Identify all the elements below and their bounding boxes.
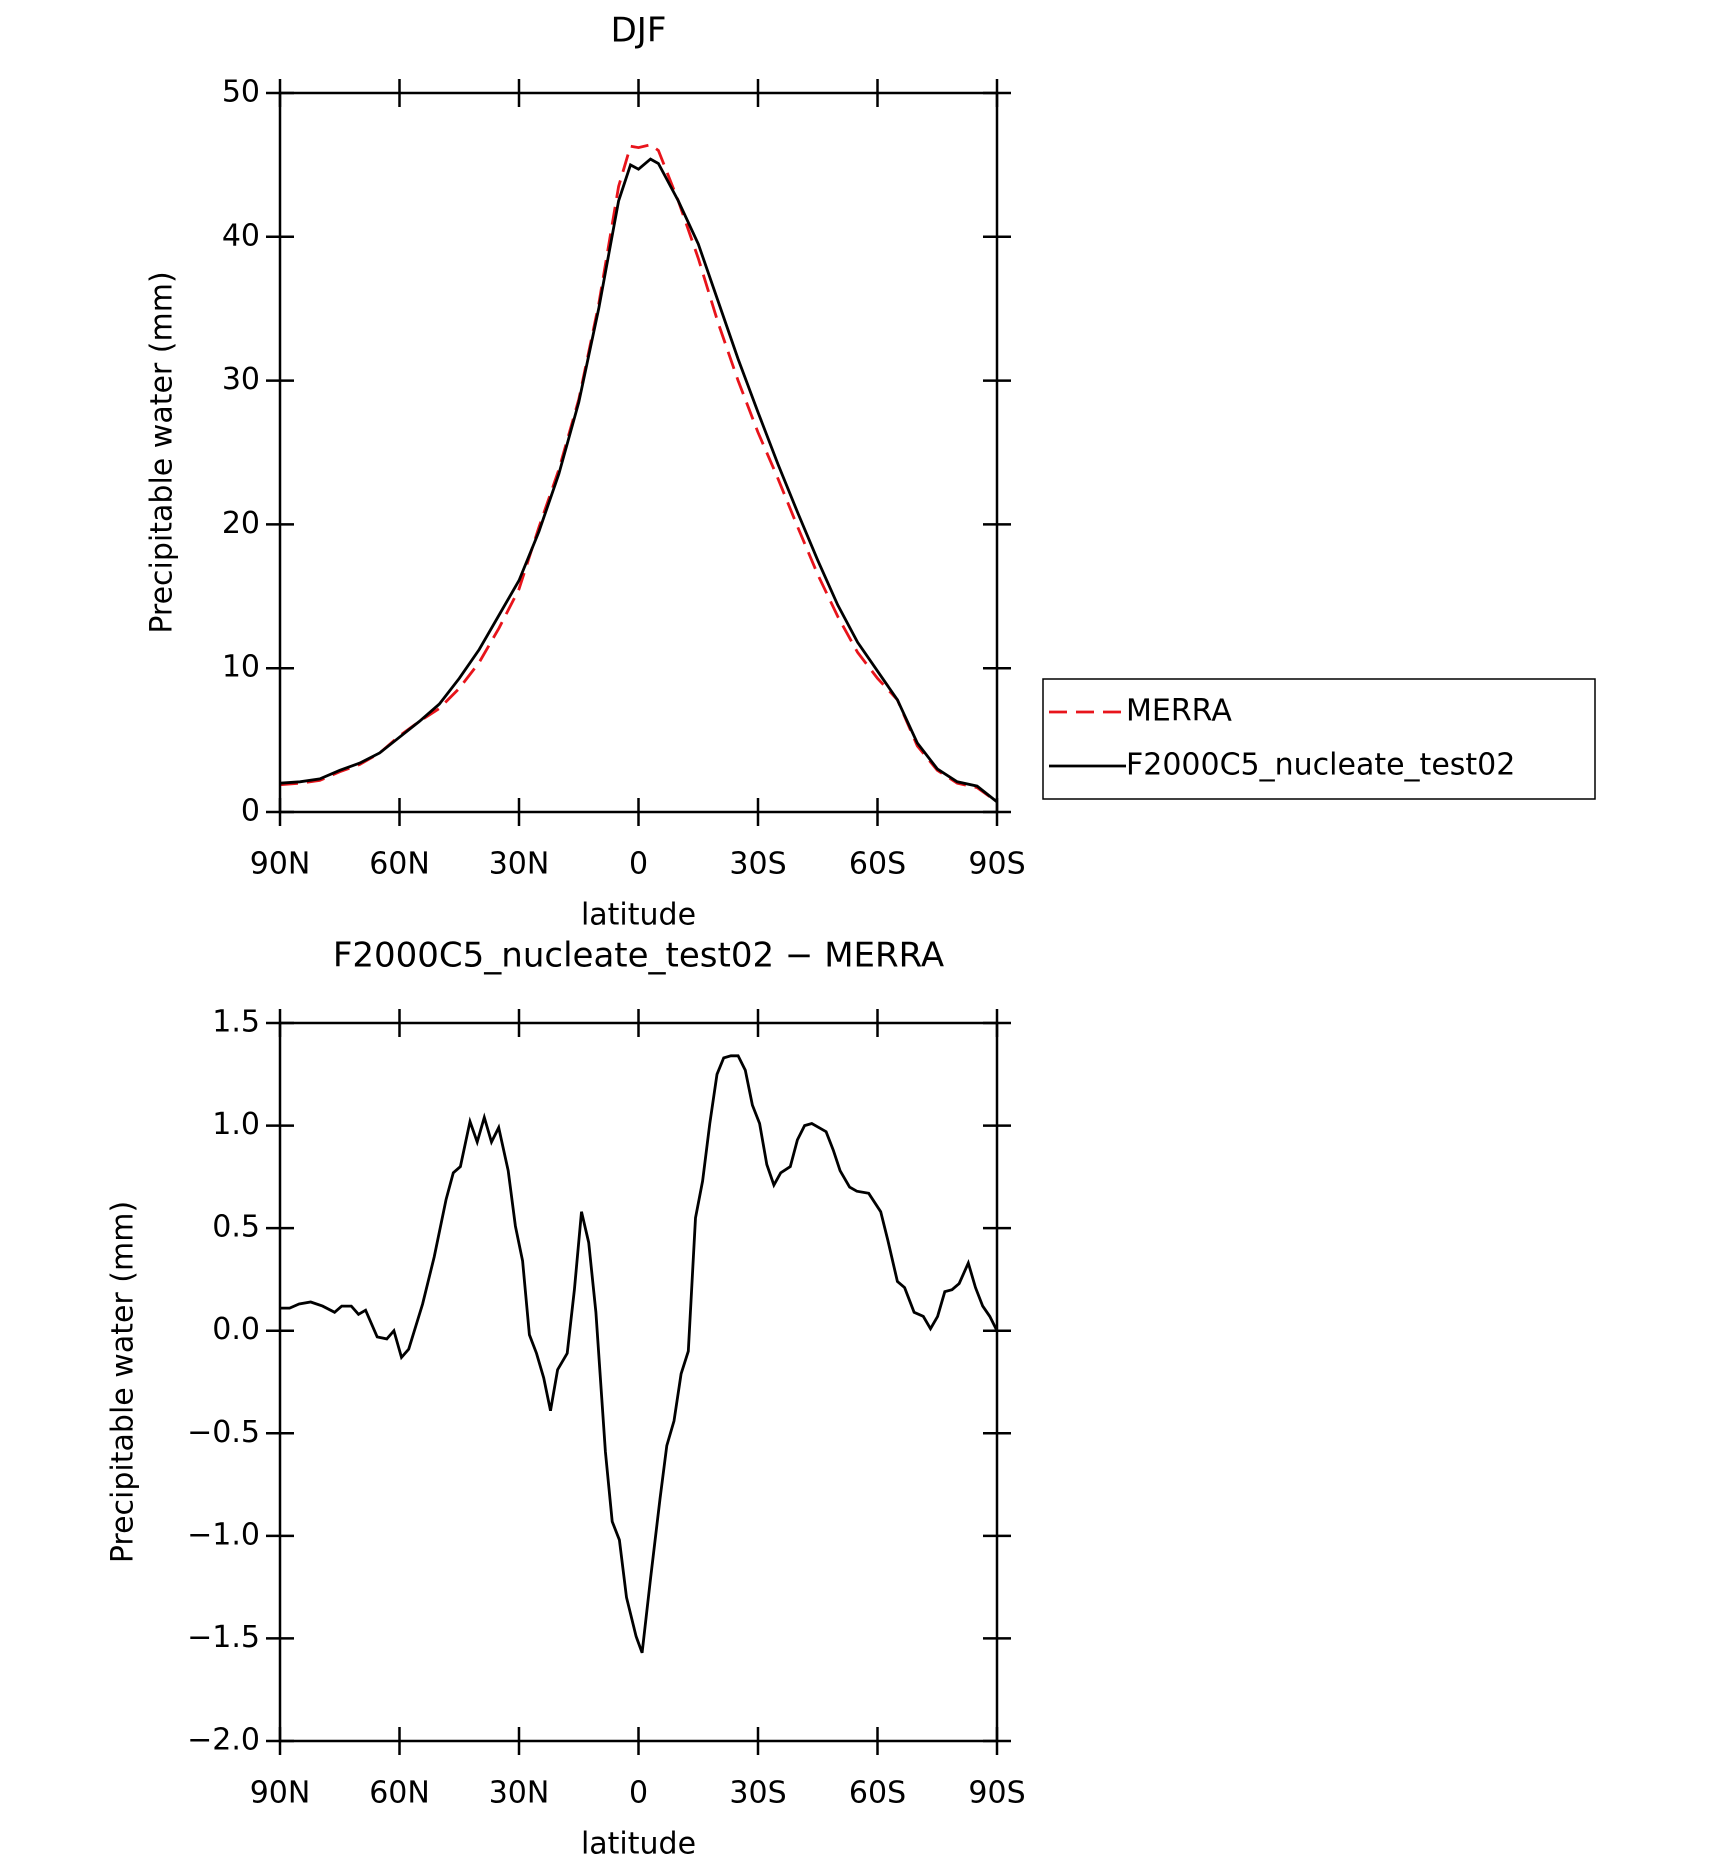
chart-title: DJF	[611, 11, 667, 51]
x-tick-label: 90N	[250, 1776, 311, 1811]
x-tick-label: 90S	[968, 847, 1025, 882]
y-tick-label: 50	[222, 75, 260, 110]
y-tick-label: 1.0	[212, 1107, 260, 1142]
y-tick-label: −1.5	[187, 1620, 260, 1655]
plot-frame	[278, 1021, 999, 1743]
x-tick-label: 0	[629, 847, 648, 882]
y-tick-label: 0.0	[212, 1312, 260, 1347]
legend-label: MERRA	[1126, 694, 1232, 729]
x-tick-label: 0	[629, 1776, 648, 1811]
legend-box	[1042, 678, 1596, 800]
data-line	[279, 143, 998, 804]
y-tick-label: −1.0	[187, 1517, 260, 1552]
x-tick-label: 60S	[849, 1776, 906, 1811]
x-tick-label: 60N	[369, 847, 430, 882]
y-tick-label: 10	[222, 650, 260, 685]
x-axis-label: latitude	[581, 898, 696, 933]
y-tick-label: 0.5	[212, 1210, 260, 1245]
y-tick-label: 40	[222, 218, 260, 253]
x-axis-label: latitude	[581, 1827, 696, 1862]
y-tick-label: 1.5	[212, 1005, 260, 1040]
x-tick-label: 60N	[369, 1776, 430, 1811]
y-axis-label: Precipitable water (mm)	[106, 1201, 141, 1563]
plot-frame	[278, 91, 999, 814]
data-line	[280, 1054, 999, 1654]
x-tick-label: 30N	[489, 1776, 550, 1811]
y-tick-label: 0	[241, 794, 260, 829]
data-line	[279, 157, 998, 803]
x-tick-label: 90S	[968, 1776, 1025, 1811]
x-tick-label: 30S	[729, 847, 786, 882]
y-tick-label: −2.0	[187, 1723, 260, 1758]
x-tick-label: 90N	[250, 847, 311, 882]
y-tick-label: −0.5	[187, 1415, 260, 1450]
x-tick-label: 30N	[489, 847, 550, 882]
y-axis-label: Precipitable water (mm)	[145, 271, 180, 633]
x-tick-label: 30S	[729, 1776, 786, 1811]
chart-title: F2000C5_nucleate_test02 − MERRA	[333, 936, 944, 976]
y-tick-label: 20	[222, 506, 260, 541]
y-tick-label: 30	[222, 362, 260, 397]
legend-label: F2000C5_nucleate_test02	[1126, 748, 1515, 783]
x-tick-label: 60S	[849, 847, 906, 882]
